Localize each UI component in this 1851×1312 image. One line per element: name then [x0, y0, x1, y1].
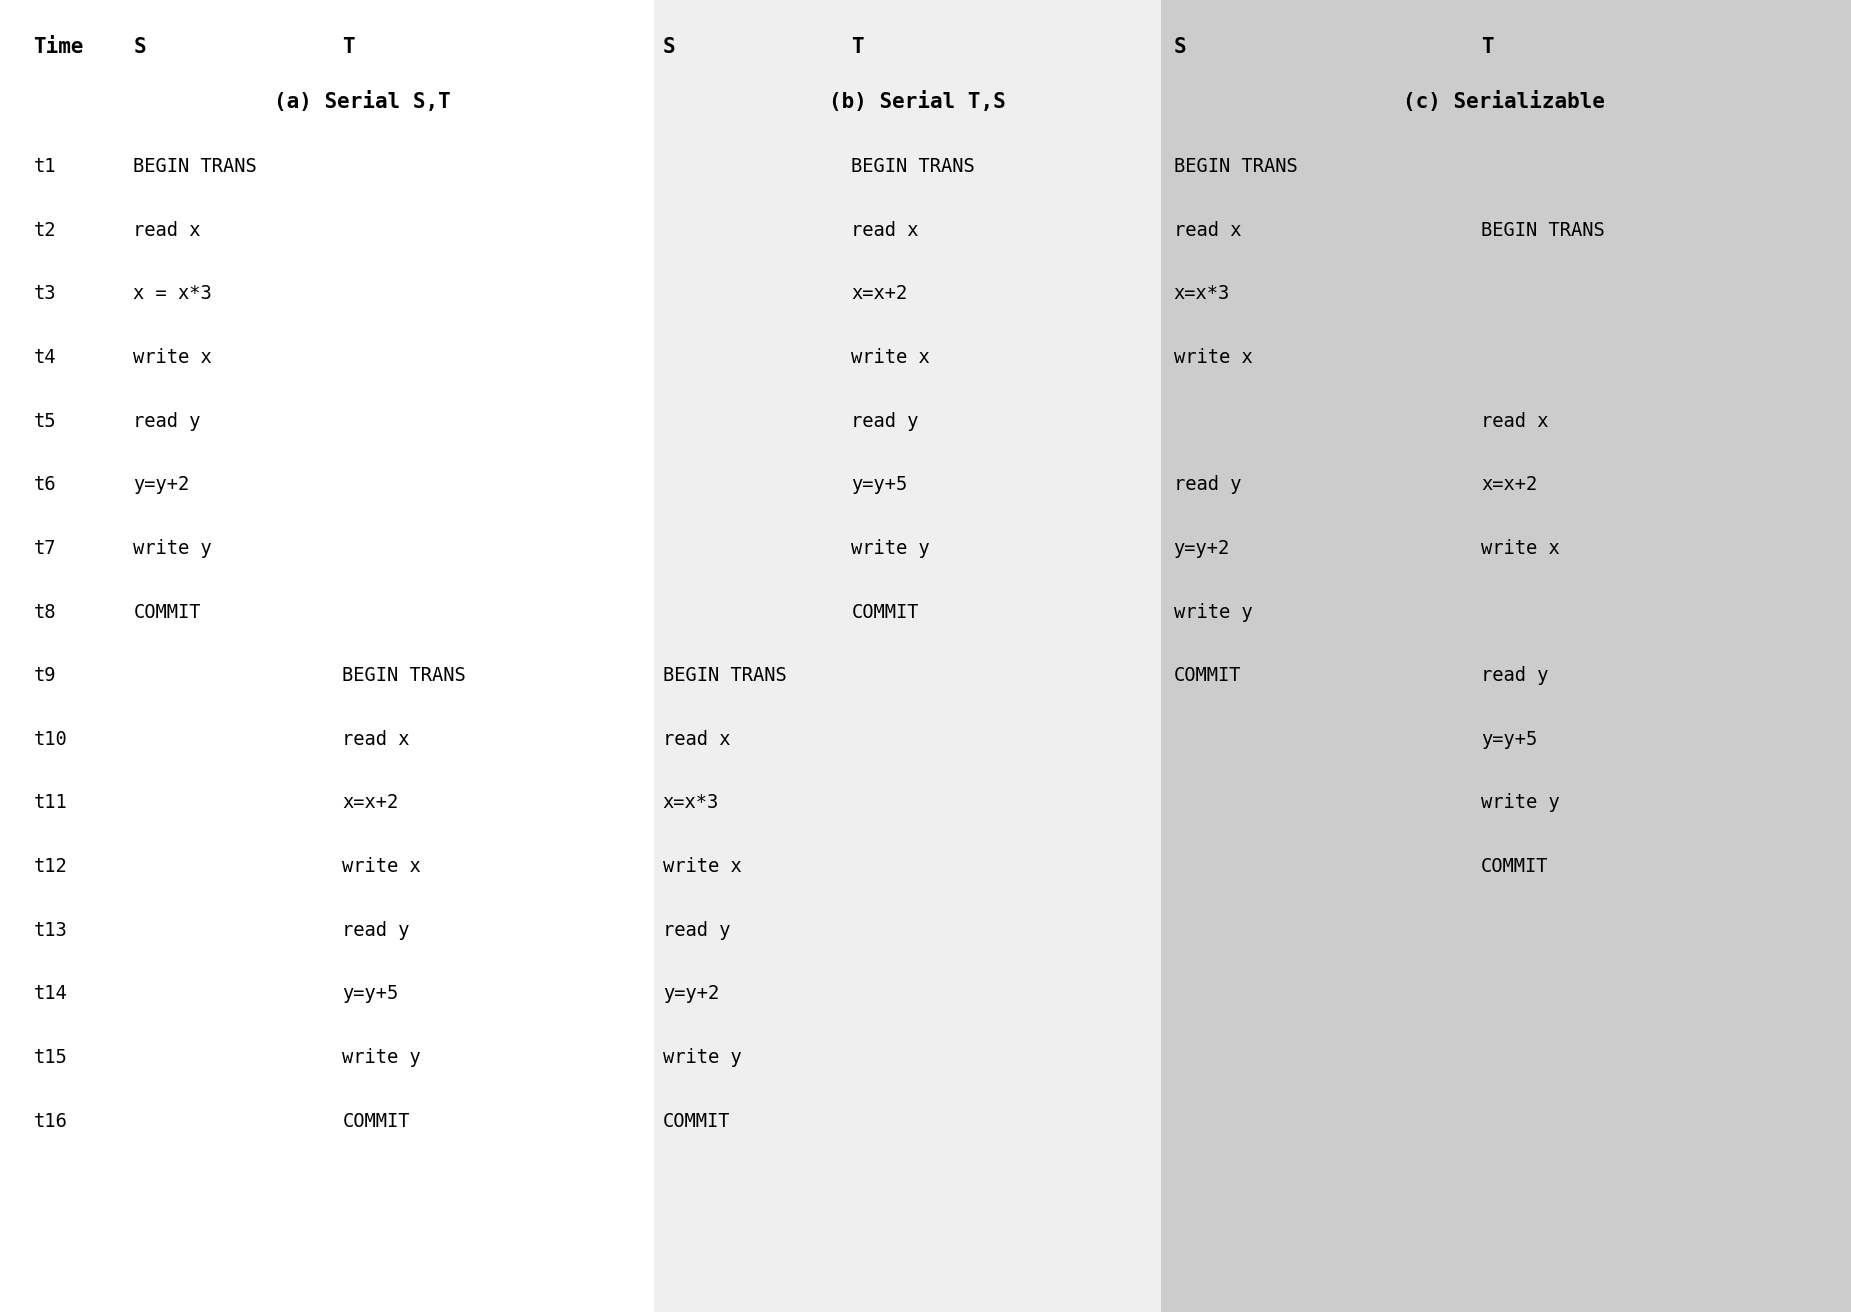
- Text: write y: write y: [663, 1048, 742, 1067]
- Text: y=y+5: y=y+5: [851, 475, 907, 495]
- Text: write x: write x: [342, 857, 422, 876]
- Text: y=y+5: y=y+5: [1481, 729, 1536, 749]
- Text: BEGIN TRANS: BEGIN TRANS: [1174, 157, 1298, 176]
- Text: t12: t12: [33, 857, 67, 876]
- Text: Time: Time: [33, 37, 83, 58]
- Text: COMMIT: COMMIT: [1174, 666, 1240, 685]
- Text: y=y+2: y=y+2: [1174, 539, 1229, 558]
- Bar: [1161, 0, 1851, 1312]
- Text: write x: write x: [1174, 348, 1253, 367]
- Text: t6: t6: [33, 475, 56, 495]
- Text: read x: read x: [133, 220, 200, 240]
- Text: t14: t14: [33, 984, 67, 1004]
- Text: BEGIN TRANS: BEGIN TRANS: [663, 666, 787, 685]
- Text: write x: write x: [663, 857, 742, 876]
- Text: t11: t11: [33, 794, 67, 812]
- Bar: [0, 0, 655, 1312]
- Text: S: S: [133, 37, 146, 58]
- Text: t16: t16: [33, 1111, 67, 1131]
- Text: BEGIN TRANS: BEGIN TRANS: [133, 157, 257, 176]
- Text: t4: t4: [33, 348, 56, 367]
- Text: write x: write x: [133, 348, 213, 367]
- Text: t3: t3: [33, 285, 56, 303]
- Text: write y: write y: [1174, 602, 1253, 622]
- Text: write x: write x: [1481, 539, 1560, 558]
- Text: BEGIN TRANS: BEGIN TRANS: [1481, 220, 1605, 240]
- Text: read y: read y: [851, 412, 918, 430]
- Text: x = x*3: x = x*3: [133, 285, 213, 303]
- Text: read y: read y: [663, 921, 729, 939]
- Text: x=x+2: x=x+2: [1481, 475, 1536, 495]
- Text: x=x+2: x=x+2: [342, 794, 398, 812]
- Text: S: S: [1174, 37, 1186, 58]
- Text: t8: t8: [33, 602, 56, 622]
- Text: t13: t13: [33, 921, 67, 939]
- Text: read x: read x: [663, 729, 729, 749]
- Text: t7: t7: [33, 539, 56, 558]
- Text: (b) Serial T,S: (b) Serial T,S: [829, 91, 1005, 112]
- Bar: [655, 0, 1161, 1312]
- Text: T: T: [1481, 37, 1494, 58]
- Text: write y: write y: [133, 539, 213, 558]
- Text: (c) Serializable: (c) Serializable: [1403, 91, 1605, 112]
- Text: read y: read y: [1174, 475, 1240, 495]
- Text: read x: read x: [1174, 220, 1240, 240]
- Text: x=x+2: x=x+2: [851, 285, 907, 303]
- Text: t10: t10: [33, 729, 67, 749]
- Text: write y: write y: [1481, 794, 1560, 812]
- Text: t2: t2: [33, 220, 56, 240]
- Text: read y: read y: [133, 412, 200, 430]
- Text: COMMIT: COMMIT: [133, 602, 200, 622]
- Text: write x: write x: [851, 348, 931, 367]
- Text: read x: read x: [851, 220, 918, 240]
- Text: COMMIT: COMMIT: [1481, 857, 1547, 876]
- Text: x=x*3: x=x*3: [1174, 285, 1229, 303]
- Text: T: T: [342, 37, 355, 58]
- Text: read x: read x: [1481, 412, 1547, 430]
- Text: S: S: [663, 37, 676, 58]
- Text: t1: t1: [33, 157, 56, 176]
- Text: y=y+2: y=y+2: [133, 475, 189, 495]
- Text: t5: t5: [33, 412, 56, 430]
- Text: COMMIT: COMMIT: [851, 602, 918, 622]
- Text: write y: write y: [851, 539, 931, 558]
- Text: y=y+5: y=y+5: [342, 984, 398, 1004]
- Text: BEGIN TRANS: BEGIN TRANS: [342, 666, 466, 685]
- Text: COMMIT: COMMIT: [342, 1111, 409, 1131]
- Text: x=x*3: x=x*3: [663, 794, 718, 812]
- Text: BEGIN TRANS: BEGIN TRANS: [851, 157, 975, 176]
- Text: y=y+2: y=y+2: [663, 984, 718, 1004]
- Text: COMMIT: COMMIT: [663, 1111, 729, 1131]
- Text: read x: read x: [342, 729, 409, 749]
- Text: t15: t15: [33, 1048, 67, 1067]
- Text: write y: write y: [342, 1048, 422, 1067]
- Text: (a) Serial S,T: (a) Serial S,T: [274, 91, 450, 112]
- Text: read y: read y: [1481, 666, 1547, 685]
- Text: t9: t9: [33, 666, 56, 685]
- Text: read y: read y: [342, 921, 409, 939]
- Text: T: T: [851, 37, 864, 58]
